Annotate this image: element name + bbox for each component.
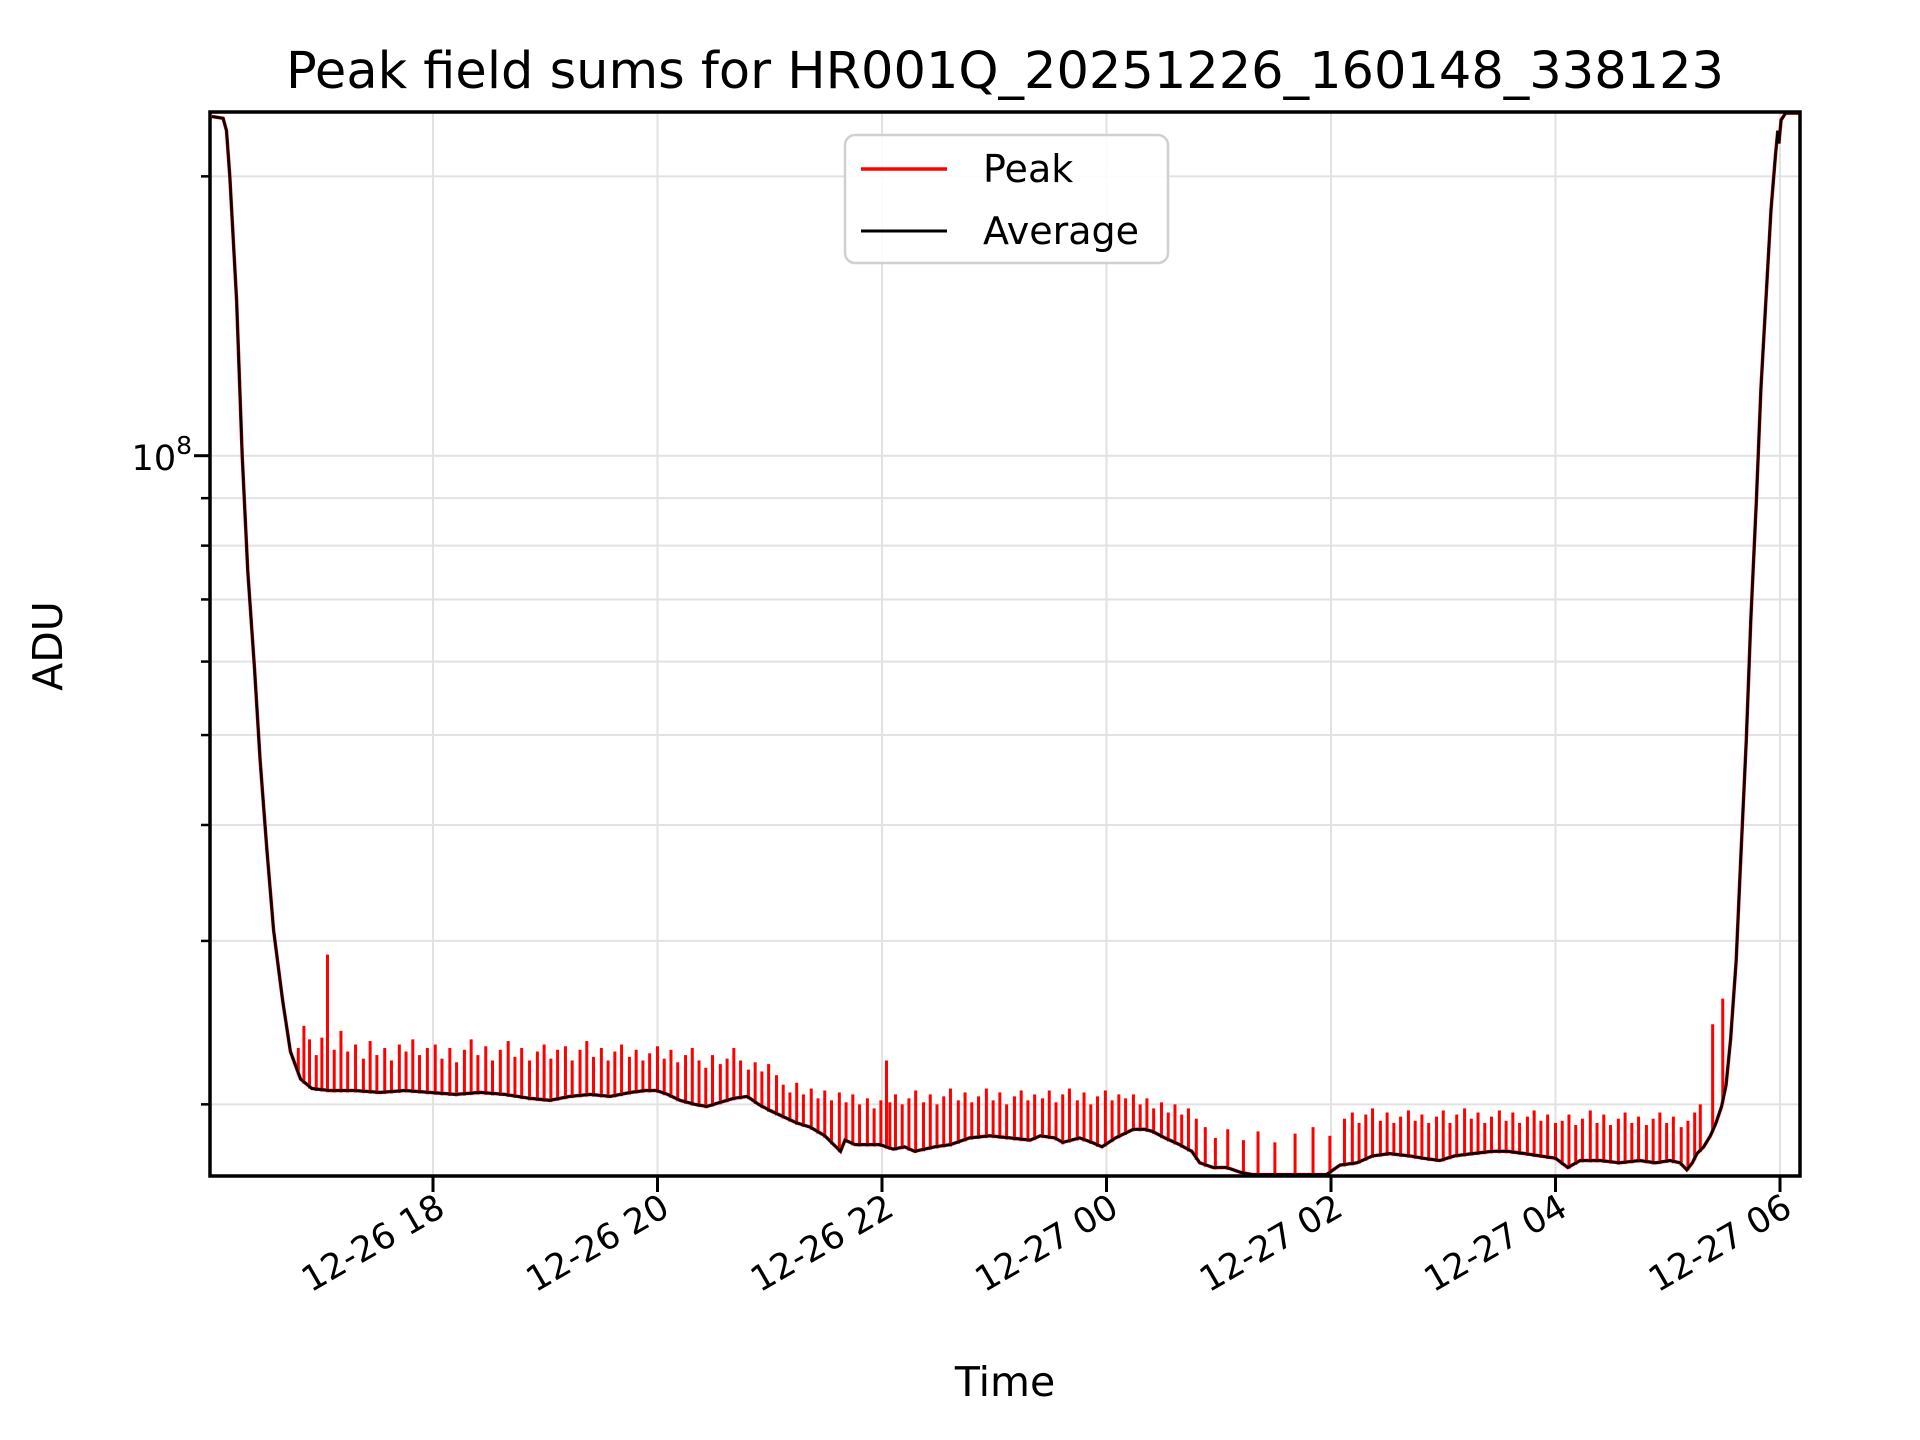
plot-data [211,112,1800,1176]
y-tick-exponent: 8 [176,431,192,460]
axis-ticks: 12-26 18 12-26 20 12-26 22 12-27 00 12-27 02… [194,175,1799,1300]
legend-label-peak: Peak [983,147,1073,191]
y-tick-base: 10 [132,439,177,479]
x-tick-label: 12-26 18 [295,1187,451,1300]
plot-frame [208,110,1802,1178]
x-axis-label: Time [954,1358,1055,1406]
peak-series-line [211,112,1800,1176]
x-tick-label: 12-27 02 [1193,1187,1349,1300]
x-tick-label: 12-27 04 [1418,1187,1574,1300]
average-series-line [211,112,1800,1176]
x-tick-label: 12-27 06 [1642,1187,1798,1300]
x-tick-label: 12-26 20 [520,1187,676,1300]
x-tick-label: 12-27 00 [969,1187,1125,1300]
legend-label-average: Average [983,209,1139,253]
grid [210,112,1800,1176]
chart-title: Peak field sums for HR001Q_20251226_1601… [286,42,1724,101]
x-tick-label: 12-26 22 [744,1187,900,1300]
y-tick-label-1e8: 108 [132,431,192,479]
y-axis-label: ADU [24,601,72,691]
legend: Peak Average [843,133,1170,265]
